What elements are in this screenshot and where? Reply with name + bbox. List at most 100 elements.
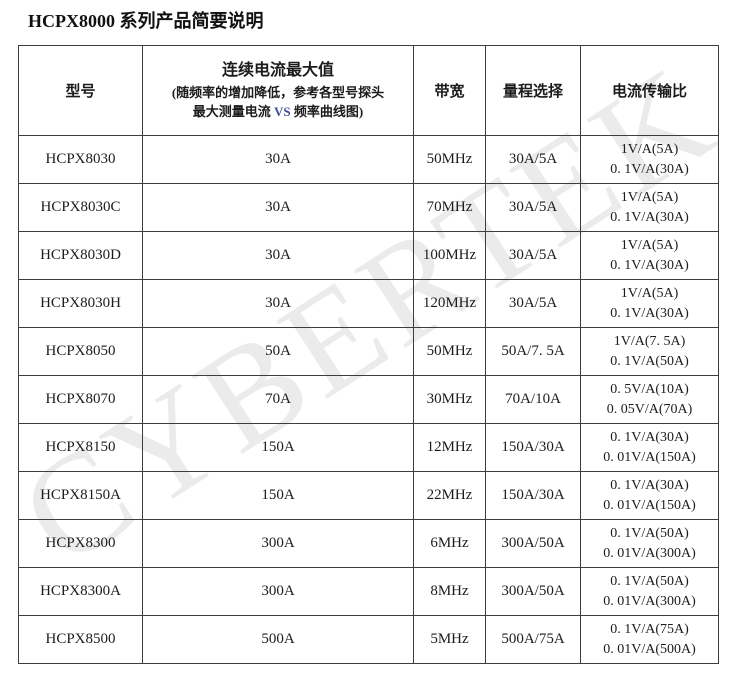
vs-accent: VS (274, 104, 291, 120)
cell-max-current: 150A (142, 423, 414, 472)
table-row: HCPX8030H 30A 120MHz 30A/5A 1V/A(5A) 0. … (18, 279, 719, 328)
cell-model: HCPX8030C (18, 183, 143, 232)
ratio-line-2: 0. 05V/A(70A) (606, 401, 693, 417)
note-line2-post: 频率曲线图) (290, 104, 364, 120)
header-max-current: 连续电流最大值 (随频率的增加降低，参考各型号探头 最大测量电流 VS 频率曲线… (142, 45, 414, 136)
cell-model: HCPX8300A (18, 567, 143, 616)
cell-ratio: 0. 1V/A(50A) 0. 01V/A(300A) (580, 519, 719, 568)
table-row: HCPX8150 150A 12MHz 150A/30A 0. 1V/A(30A… (18, 423, 719, 472)
cell-model: HCPX8030D (18, 231, 143, 280)
table-row: HCPX8300 300A 6MHz 300A/50A 0. 1V/A(50A)… (18, 519, 719, 568)
cell-range: 150A/30A (485, 423, 581, 472)
table-row: HCPX8150A 150A 22MHz 150A/30A 0. 1V/A(30… (18, 471, 719, 520)
cell-bandwidth: 120MHz (413, 279, 486, 328)
cell-range: 30A/5A (485, 279, 581, 328)
table-row: HCPX8030 30A 50MHz 30A/5A 1V/A(5A) 0. 1V… (18, 135, 719, 184)
cell-model: HCPX8150 (18, 423, 143, 472)
cell-range: 500A/75A (485, 615, 581, 664)
ratio-line-2: 0. 01V/A(150A) (603, 497, 696, 513)
cell-max-current: 70A (142, 375, 414, 424)
cell-max-current: 300A (142, 567, 414, 616)
cell-max-current: 50A (142, 327, 414, 376)
cell-bandwidth: 12MHz (413, 423, 486, 472)
cell-max-current: 150A (142, 471, 414, 520)
ratio-line-1: 0. 5V/A(10A) (610, 382, 689, 398)
cell-range: 30A/5A (485, 183, 581, 232)
ratio-line-2: 0. 1V/A(50A) (610, 353, 689, 369)
cell-ratio: 0. 1V/A(30A) 0. 01V/A(150A) (580, 423, 719, 472)
cell-ratio: 1V/A(7. 5A) 0. 1V/A(50A) (580, 327, 719, 376)
note-line2-pre: 最大测量电流 (192, 104, 275, 120)
ratio-line-2: 0. 01V/A(500A) (603, 641, 696, 657)
cell-max-current: 300A (142, 519, 414, 568)
header-ratio: 电流传输比 (580, 45, 719, 136)
cell-max-current: 30A (142, 183, 414, 232)
page-title: HCPX8000 系列产品简要说明 (28, 11, 264, 31)
table-row: HCPX8500 500A 5MHz 500A/75A 0. 1V/A(75A)… (18, 615, 719, 664)
cell-bandwidth: 30MHz (413, 375, 486, 424)
cell-ratio: 1V/A(5A) 0. 1V/A(30A) (580, 183, 719, 232)
cell-max-current: 500A (142, 615, 414, 664)
cell-ratio: 0. 1V/A(30A) 0. 01V/A(150A) (580, 471, 719, 520)
cell-ratio: 1V/A(5A) 0. 1V/A(30A) (580, 135, 719, 184)
cell-model: HCPX8500 (18, 615, 143, 664)
header-range: 量程选择 (485, 45, 581, 136)
cell-bandwidth: 50MHz (413, 135, 486, 184)
cell-model: HCPX8050 (18, 327, 143, 376)
cell-range: 300A/50A (485, 567, 581, 616)
cell-model: HCPX8030 (18, 135, 143, 184)
ratio-line-2: 0. 1V/A(30A) (610, 305, 689, 321)
cell-range: 50A/7. 5A (485, 327, 581, 376)
cell-bandwidth: 50MHz (413, 327, 486, 376)
ratio-line-1: 0. 1V/A(50A) (610, 574, 689, 590)
header-bandwidth: 带宽 (413, 45, 486, 136)
ratio-line-1: 0. 1V/A(75A) (610, 622, 689, 638)
ratio-line-2: 0. 01V/A(300A) (603, 545, 696, 561)
product-table: 型号 连续电流最大值 (随频率的增加降低，参考各型号探头 最大测量电流 VS 频… (18, 45, 719, 664)
ratio-line-2: 0. 01V/A(300A) (603, 593, 696, 609)
ratio-line-1: 0. 1V/A(50A) (610, 526, 689, 542)
ratio-line-1: 1V/A(7. 5A) (613, 334, 686, 350)
cell-bandwidth: 70MHz (413, 183, 486, 232)
ratio-line-1: 1V/A(5A) (620, 286, 679, 302)
header-model: 型号 (18, 45, 143, 136)
ratio-line-2: 0. 1V/A(30A) (610, 257, 689, 273)
cell-bandwidth: 22MHz (413, 471, 486, 520)
cell-bandwidth: 6MHz (413, 519, 486, 568)
ratio-line-2: 0. 1V/A(30A) (610, 209, 689, 225)
table-row: HCPX8300A 300A 8MHz 300A/50A 0. 1V/A(50A… (18, 567, 719, 616)
cell-ratio: 0. 5V/A(10A) 0. 05V/A(70A) (580, 375, 719, 424)
cell-bandwidth: 100MHz (413, 231, 486, 280)
table-row: HCPX8030C 30A 70MHz 30A/5A 1V/A(5A) 0. 1… (18, 183, 719, 232)
header-max-current-note-line2: 最大测量电流 VS 频率曲线图) (145, 102, 411, 122)
table-row: HCPX8050 50A 50MHz 50A/7. 5A 1V/A(7. 5A)… (18, 327, 719, 376)
ratio-line-1: 0. 1V/A(30A) (610, 430, 689, 446)
ratio-line-1: 1V/A(5A) (620, 142, 679, 158)
cell-model: HCPX8070 (18, 375, 143, 424)
cell-ratio: 1V/A(5A) 0. 1V/A(30A) (580, 231, 719, 280)
cell-range: 300A/50A (485, 519, 581, 568)
cell-range: 30A/5A (485, 231, 581, 280)
ratio-line-1: 1V/A(5A) (620, 238, 679, 254)
cell-bandwidth: 8MHz (413, 567, 486, 616)
cell-model: HCPX8300 (18, 519, 143, 568)
table-body: HCPX8030 30A 50MHz 30A/5A 1V/A(5A) 0. 1V… (18, 135, 719, 664)
table-header-row: 型号 连续电流最大值 (随频率的增加降低，参考各型号探头 最大测量电流 VS 频… (18, 45, 719, 136)
cell-ratio: 0. 1V/A(75A) 0. 01V/A(500A) (580, 615, 719, 664)
ratio-line-1: 0. 1V/A(30A) (610, 478, 689, 494)
cell-range: 150A/30A (485, 471, 581, 520)
table-row: HCPX8030D 30A 100MHz 30A/5A 1V/A(5A) 0. … (18, 231, 719, 280)
table-row: HCPX8070 70A 30MHz 70A/10A 0. 5V/A(10A) … (18, 375, 719, 424)
ratio-line-2: 0. 01V/A(150A) (603, 449, 696, 465)
cell-ratio: 0. 1V/A(50A) 0. 01V/A(300A) (580, 567, 719, 616)
cell-bandwidth: 5MHz (413, 615, 486, 664)
header-max-current-title: 连续电流最大值 (221, 62, 334, 80)
header-max-current-note-line1: (随频率的增加降低，参考各型号探头 (171, 84, 385, 100)
cell-max-current: 30A (142, 279, 414, 328)
cell-max-current: 30A (142, 135, 414, 184)
cell-model: HCPX8030H (18, 279, 143, 328)
ratio-line-2: 0. 1V/A(30A) (610, 161, 689, 177)
cell-model: HCPX8150A (18, 471, 143, 520)
cell-range: 30A/5A (485, 135, 581, 184)
ratio-line-1: 1V/A(5A) (620, 190, 679, 206)
